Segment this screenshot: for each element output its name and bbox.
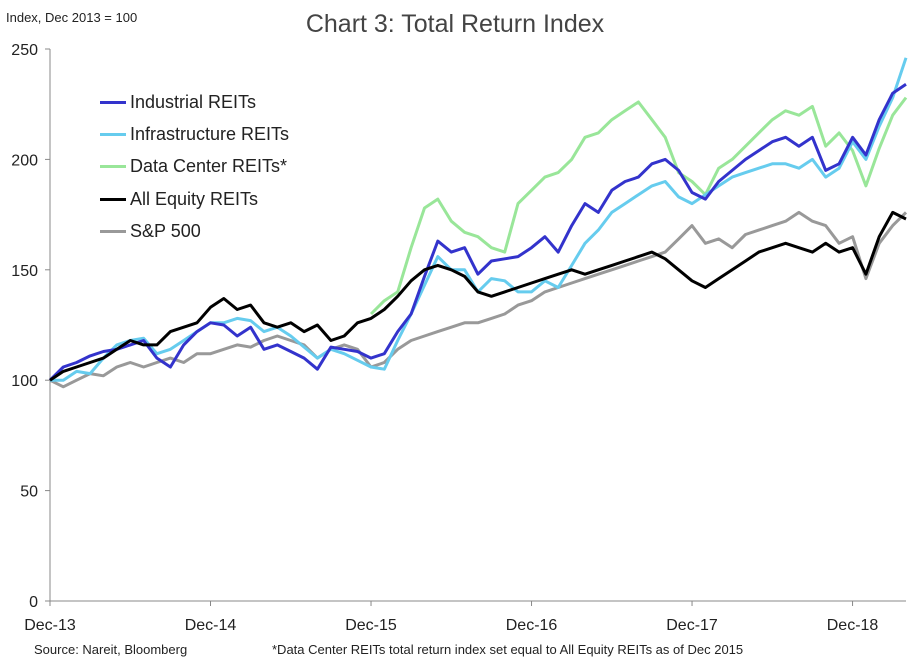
- series-lines: [48, 57, 908, 389]
- series-line-3: [49, 210, 907, 382]
- legend-label-infrastructure: Infrastructure REITs: [130, 124, 290, 145]
- legend-item-data-center: Data Center REITs*: [100, 151, 289, 183]
- y-tick-label: 100: [11, 373, 38, 390]
- legend-swatch-industrial: [100, 100, 126, 104]
- legend-swatch-data-center: [100, 165, 126, 169]
- legend-item-industrial: Industrial REITs: [100, 86, 289, 118]
- y-tick-label: 250: [11, 42, 38, 59]
- legend-label-all-equity: All Equity REITs: [130, 188, 259, 209]
- legend-swatch-infrastructure: [100, 133, 126, 137]
- chart-title: Chart 3: Total Return Index: [305, 10, 605, 38]
- legend-item-all-equity: All Equity REITs: [100, 183, 289, 215]
- x-tick-label: Dec-14: [185, 617, 237, 634]
- legend-item-infrastructure: Infrastructure REITs: [100, 118, 289, 150]
- legend-label-data-center: Data Center REITs*: [130, 156, 288, 177]
- y-tick-label: 150: [11, 263, 38, 280]
- series-line-2: [369, 96, 908, 316]
- legend-item-sp500: S&P 500: [100, 216, 289, 248]
- legend-swatch-sp500: [100, 230, 126, 234]
- legend-swatch-all-equity: [100, 197, 126, 201]
- y-tick-label: 200: [11, 152, 38, 169]
- source-note: Source: Nareit, Bloomberg: [34, 642, 188, 657]
- y-axis-label: Index, Dec 2013 = 100: [6, 10, 138, 25]
- x-tick-label: Dec-16: [506, 617, 558, 634]
- series-line-0: [48, 83, 907, 382]
- legend-label-sp500: S&P 500: [130, 221, 201, 242]
- legend: Industrial REITs Infrastructure REITs Da…: [100, 86, 289, 248]
- x-tick-label: Dec-15: [345, 617, 397, 634]
- y-tick-label: 0: [29, 594, 38, 611]
- footnote: *Data Center REITs total return index se…: [272, 642, 744, 657]
- x-tick-label: Dec-13: [24, 617, 76, 634]
- series-line-4: [49, 210, 908, 389]
- axes: 0 50 100 150 200 250 Dec-13 Dec-14 Dec-15 Dec-16 D…: [11, 42, 906, 634]
- x-tick-label: Dec-17: [666, 617, 718, 634]
- legend-label-industrial: Industrial REITs: [130, 91, 257, 112]
- y-tick-label: 50: [20, 484, 38, 501]
- x-tick-label: Dec-18: [827, 617, 879, 634]
